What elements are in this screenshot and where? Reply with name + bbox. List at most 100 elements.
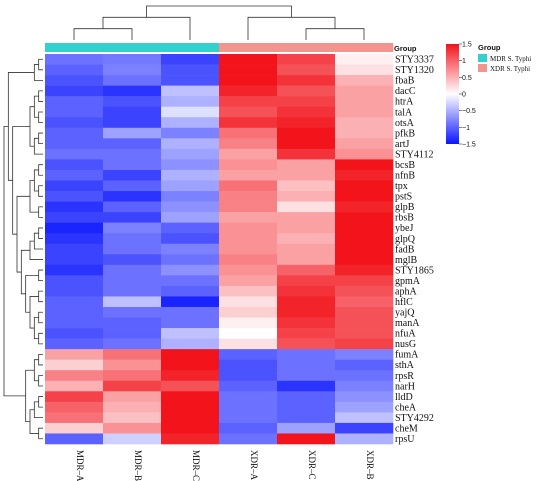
heatmap-cell — [219, 138, 278, 150]
heatmap-cell — [45, 159, 104, 171]
heatmap-cell — [103, 106, 162, 118]
heatmap-cell — [103, 412, 162, 424]
heatmap-cell — [335, 75, 394, 86]
group-legend-label: XDR S. Typhi — [490, 65, 530, 73]
heatmap-cell — [45, 191, 104, 202]
group-bar-cell — [161, 43, 220, 52]
heatmap-cell — [161, 222, 220, 234]
heatmap-cell — [103, 148, 162, 160]
row-label: aphA — [395, 286, 417, 297]
heatmap-cell — [277, 96, 336, 108]
heatmap-cell — [103, 233, 162, 245]
heatmap-cell — [161, 127, 220, 139]
row-dendrogram-link — [33, 95, 39, 118]
row-dendrogram-link — [38, 427, 43, 440]
heatmap-cell — [103, 138, 162, 150]
row-label: htrA — [395, 97, 414, 108]
heatmap-cell — [161, 85, 220, 97]
heatmap-cell — [277, 201, 336, 213]
row-dendrogram-link — [33, 317, 39, 339]
heatmap-cell — [335, 64, 394, 76]
heatmap-cell — [103, 422, 162, 434]
heatmap-cell — [103, 349, 162, 360]
heatmap-cell — [161, 317, 220, 329]
heatmap-cell — [277, 191, 336, 202]
row-label: yajQ — [395, 308, 415, 319]
heatmap-cell — [161, 75, 220, 86]
heatmap-cell — [219, 275, 278, 287]
row-label: tpx — [395, 181, 408, 192]
row-label: STY1865 — [395, 265, 434, 276]
color-scale-tick-label: −0.5 — [462, 108, 476, 115]
heatmap-cell — [335, 412, 394, 424]
heatmap-cell — [103, 380, 162, 392]
heatmap-cell — [103, 338, 162, 350]
heatmap-cell — [45, 233, 104, 245]
row-dendrogram-link — [38, 332, 43, 345]
column-label: XDR–A — [249, 450, 259, 481]
heatmap-cell — [103, 96, 162, 108]
heatmap-cell — [219, 328, 278, 339]
row-label: dacC — [395, 86, 416, 97]
row-label: nfuA — [395, 329, 416, 340]
heatmap-cell — [219, 191, 278, 202]
row-dendrogram-link — [38, 311, 43, 324]
heatmap-cell — [335, 328, 394, 339]
heatmap-cell — [45, 391, 104, 403]
heatmap-cell — [161, 412, 220, 424]
heatmap-cell — [103, 191, 162, 202]
group-bar-label: Group — [394, 44, 417, 53]
heatmap-cell — [219, 254, 278, 266]
row-label: rpsU — [395, 434, 415, 445]
row-label: manA — [395, 318, 420, 329]
row-label: ybeJ — [395, 223, 413, 234]
heatmap-cell — [45, 127, 104, 139]
heatmap-cell — [161, 370, 220, 382]
heatmap-cell — [161, 54, 220, 65]
heatmap-cell — [277, 317, 336, 329]
heatmap-cell — [277, 306, 336, 318]
heatmap-cell — [161, 349, 220, 360]
heatmap-cell — [219, 401, 278, 413]
heatmap-cell — [103, 370, 162, 382]
heatmap-cell — [335, 370, 394, 382]
heatmap-cell — [277, 85, 336, 97]
row-dendrogram-link — [38, 90, 43, 102]
heatmap-cell — [277, 422, 336, 434]
heatmap-cell — [103, 222, 162, 234]
row-label: STY1320 — [395, 65, 434, 76]
column-label: MDR–B — [133, 450, 143, 481]
heatmap-cell — [219, 370, 278, 382]
row-label: rbsB — [395, 213, 414, 224]
heatmap-cell — [277, 169, 336, 181]
heatmap-cell — [103, 391, 162, 403]
heatmap-cell — [103, 169, 162, 181]
heatmap-cell — [161, 243, 220, 255]
heatmap-cell — [335, 85, 394, 97]
heatmap-cell — [277, 412, 336, 424]
row-dendrogram-link — [38, 58, 43, 71]
heatmap-cell — [219, 422, 278, 434]
heatmap-cell — [219, 127, 278, 139]
heatmap-cell — [219, 85, 278, 97]
column-dendrogram — [73, 5, 365, 40]
heatmap-cell — [45, 306, 104, 318]
heatmap-cell — [219, 201, 278, 213]
heatmap-cell — [219, 243, 278, 255]
heatmap-cell — [45, 285, 104, 297]
heatmap-cell — [45, 222, 104, 234]
heatmap-cell — [219, 285, 278, 297]
heatmap-cell — [277, 275, 336, 287]
heatmap-cell — [103, 201, 162, 213]
row-label: narH — [395, 381, 415, 392]
heatmap-cell — [277, 380, 336, 392]
column-label: MDR–A — [75, 450, 85, 481]
heatmap-cell — [335, 317, 394, 329]
heatmap-cell — [103, 433, 162, 445]
heatmap-cell — [335, 391, 394, 403]
heatmap-cell — [277, 359, 336, 371]
row-label: bcsB — [395, 160, 415, 171]
heatmap-cell — [161, 433, 220, 445]
heatmap-cell — [277, 117, 336, 129]
row-label: STY4112 — [395, 149, 434, 160]
